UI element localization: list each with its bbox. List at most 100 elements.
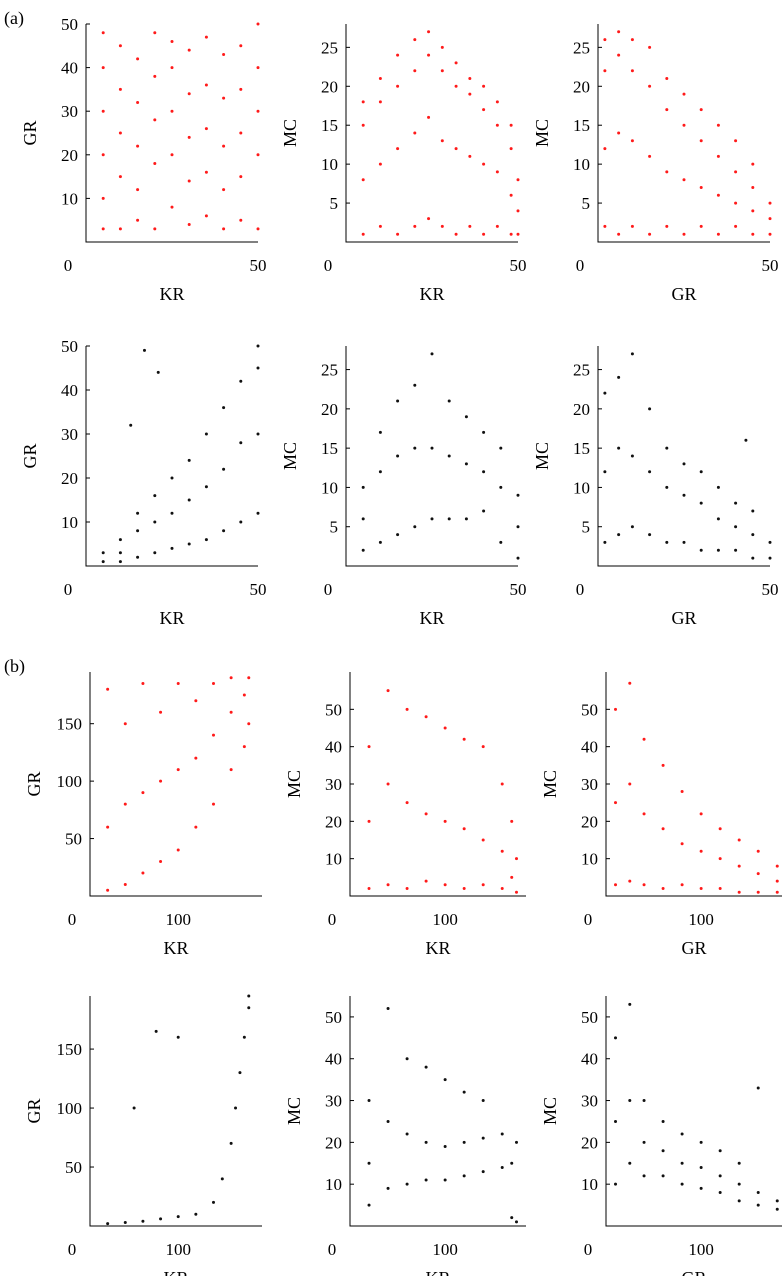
data-point bbox=[516, 209, 520, 213]
data-point bbox=[468, 77, 472, 80]
data-point bbox=[367, 1203, 371, 1207]
data-point bbox=[256, 344, 260, 348]
data-point bbox=[440, 139, 444, 143]
x-tick-label: 0 bbox=[324, 580, 333, 599]
y-tick-label: 15 bbox=[321, 116, 338, 135]
y-tick-label: 10 bbox=[321, 478, 338, 497]
y-tick-label: 10 bbox=[61, 189, 78, 208]
data-point bbox=[187, 48, 191, 52]
data-point bbox=[176, 768, 180, 772]
data-point bbox=[136, 57, 140, 61]
data-point bbox=[222, 96, 226, 100]
data-point bbox=[500, 1132, 504, 1136]
data-point bbox=[396, 533, 400, 537]
x-axis-label: KR bbox=[159, 608, 184, 628]
x-tick-label: 50 bbox=[250, 256, 267, 275]
scatter-b-black-kr-gr: 50 100 150 0 100 KR GR bbox=[24, 994, 262, 1276]
y-tick-label: 50 bbox=[61, 15, 78, 34]
y-tick-label: 10 bbox=[581, 1175, 598, 1194]
data-point bbox=[443, 1178, 447, 1182]
y-axis-label: GR bbox=[20, 120, 40, 145]
data-point bbox=[500, 1165, 504, 1169]
data-point bbox=[642, 1174, 646, 1178]
data-point bbox=[396, 147, 400, 151]
data-point bbox=[665, 224, 669, 228]
axis-lines bbox=[605, 672, 782, 897]
data-point bbox=[211, 1200, 215, 1204]
data-point bbox=[239, 520, 243, 524]
data-point bbox=[256, 153, 260, 157]
data-point bbox=[751, 209, 755, 213]
data-point bbox=[211, 802, 215, 806]
data-point bbox=[718, 1149, 722, 1153]
data-point bbox=[516, 525, 520, 529]
data-point bbox=[386, 1007, 390, 1011]
data-point bbox=[514, 1220, 518, 1224]
data-point bbox=[247, 994, 251, 998]
data-point bbox=[500, 849, 504, 853]
data-point bbox=[424, 812, 428, 816]
points-a-red-kr-mc bbox=[361, 30, 520, 236]
data-point bbox=[424, 1140, 428, 1144]
data-point bbox=[756, 849, 760, 853]
data-point bbox=[481, 745, 485, 749]
points-a-red-kr-gr bbox=[101, 22, 260, 231]
data-point bbox=[153, 74, 157, 78]
data-point bbox=[768, 201, 772, 205]
data-point bbox=[153, 31, 157, 35]
points-b-black-kr-gr bbox=[106, 994, 251, 1226]
scatter-b-black-kr-mc: 10 20 30 40 50 0 100 KR MC bbox=[284, 996, 526, 1276]
data-point bbox=[211, 681, 215, 685]
data-point bbox=[204, 170, 208, 174]
x-axis-label: GR bbox=[681, 938, 706, 958]
data-point bbox=[101, 551, 105, 555]
data-point bbox=[424, 715, 428, 719]
y-tick-label: 30 bbox=[325, 1092, 342, 1111]
data-point bbox=[614, 801, 618, 805]
data-point bbox=[361, 485, 365, 489]
data-point bbox=[101, 109, 105, 113]
data-point bbox=[396, 53, 400, 57]
data-point bbox=[737, 1182, 741, 1186]
data-point bbox=[510, 1161, 514, 1165]
x-tick-label: 50 bbox=[762, 256, 779, 275]
data-point bbox=[413, 446, 417, 450]
data-point bbox=[136, 188, 140, 192]
data-point bbox=[239, 175, 243, 179]
axis-lines bbox=[89, 672, 262, 897]
data-point bbox=[204, 485, 208, 489]
points-b-black-kr-mc bbox=[367, 1007, 518, 1224]
data-point bbox=[430, 517, 434, 521]
scatter-b-red-kr-gr: 50 100 150 0 100 KR GR bbox=[24, 672, 262, 958]
scatter-a-red-kr-gr: 10 20 30 40 50 0 50 KR GR bbox=[20, 15, 267, 304]
data-point bbox=[106, 825, 110, 829]
data-point bbox=[482, 430, 486, 434]
y-tick-label: 20 bbox=[61, 469, 78, 488]
y-tick-label: 10 bbox=[573, 155, 590, 174]
data-point bbox=[405, 707, 409, 711]
x-axis-label: KR bbox=[163, 938, 188, 958]
data-point bbox=[665, 170, 669, 174]
data-point bbox=[648, 84, 652, 88]
data-point bbox=[247, 722, 251, 726]
x-tick-label: 50 bbox=[510, 580, 527, 599]
data-point bbox=[153, 551, 157, 555]
y-tick-label: 20 bbox=[573, 400, 590, 419]
data-point bbox=[617, 131, 621, 135]
data-point bbox=[718, 1174, 722, 1178]
y-tick-label: 20 bbox=[325, 812, 342, 831]
y-axis-label: MC bbox=[532, 442, 552, 470]
data-point bbox=[443, 1078, 447, 1082]
data-point bbox=[101, 196, 105, 200]
data-point bbox=[648, 45, 652, 49]
data-point bbox=[386, 1186, 390, 1190]
data-point bbox=[141, 1219, 145, 1223]
x-tick-label: 0 bbox=[64, 256, 73, 275]
data-point bbox=[468, 92, 472, 96]
data-point bbox=[716, 154, 720, 158]
points-a-black-kr-mc bbox=[361, 352, 520, 560]
data-point bbox=[454, 84, 458, 88]
data-point bbox=[229, 676, 233, 680]
x-tick-label: 100 bbox=[432, 910, 458, 929]
data-point bbox=[462, 827, 466, 831]
